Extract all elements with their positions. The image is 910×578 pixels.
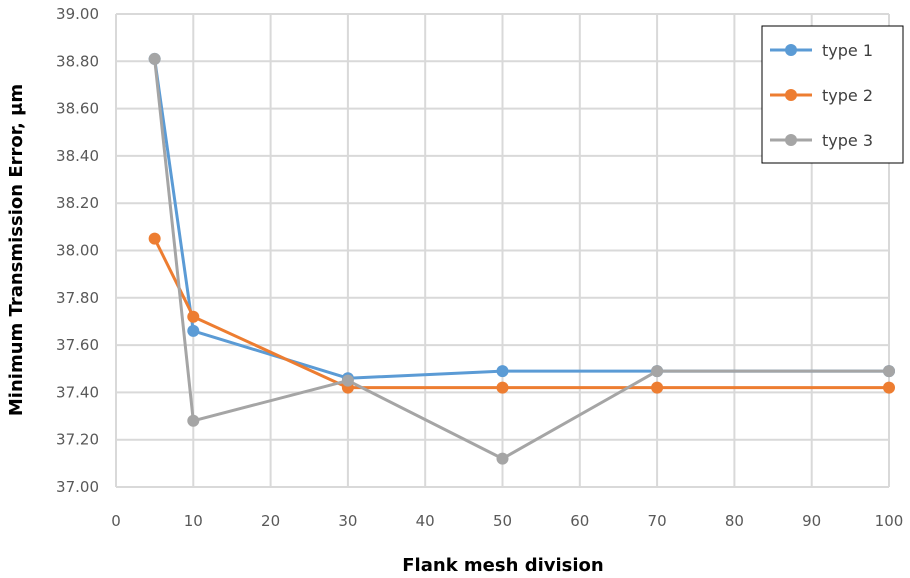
data-point [187,414,200,427]
legend-marker [785,44,797,56]
x-tick-label: 60 [570,512,589,530]
data-point [651,381,664,394]
data-point [496,365,509,378]
y-tick-label: 38.00 [56,242,99,260]
y-tick-label: 38.20 [56,194,99,212]
data-point [496,381,509,394]
data-point [883,381,895,394]
y-tick-label: 38.40 [56,147,99,165]
y-tick-label: 37.20 [56,431,99,449]
legend-marker [785,134,797,146]
data-point [883,365,895,378]
y-tick-label: 37.60 [56,336,99,354]
y-tick-label: 38.80 [56,52,99,70]
legend-label: type 3 [822,131,873,150]
data-point [187,310,200,323]
x-axis-ticks: 0 10 20 30 40 50 60 70 80 90 100 [111,512,903,530]
legend: type 1 type 2 type 3 [761,25,904,164]
data-point [148,52,161,65]
y-tick-label: 38.60 [56,100,99,118]
y-tick-label: 37.40 [56,383,99,401]
legend-label: type 1 [822,41,873,60]
x-tick-label: 40 [416,512,435,530]
series-group [148,52,895,465]
series-line [153,238,889,390]
data-point [148,232,161,245]
x-tick-label: 70 [648,512,667,530]
x-tick-label: 30 [338,512,357,530]
data-point [187,324,200,337]
x-axis-label: Flank mesh division [402,555,603,576]
x-tick-label: 10 [184,512,203,530]
y-tick-label: 39.00 [56,5,99,23]
data-point [496,452,509,465]
x-tick-label: 0 [111,512,121,530]
series-type-2 [148,232,895,394]
x-tick-label: 100 [875,512,904,530]
data-point [651,365,664,378]
x-tick-label: 50 [493,512,512,530]
series-type-3 [148,52,895,465]
legend-label: type 2 [822,86,873,105]
x-tick-label: 80 [725,512,744,530]
y-axis-label: Minimum Transmission Error, μm [6,84,27,416]
x-tick-label: 90 [802,512,821,530]
y-tick-label: 37.00 [56,478,99,496]
x-tick-label: 20 [261,512,280,530]
gridlines [115,13,890,488]
y-axis-ticks: 37.00 37.20 37.40 37.60 37.80 38.00 38.20 38.40… [56,5,99,496]
series-line [153,58,889,461]
data-point [341,374,354,387]
legend-marker [785,89,797,101]
y-tick-label: 37.80 [56,289,99,307]
